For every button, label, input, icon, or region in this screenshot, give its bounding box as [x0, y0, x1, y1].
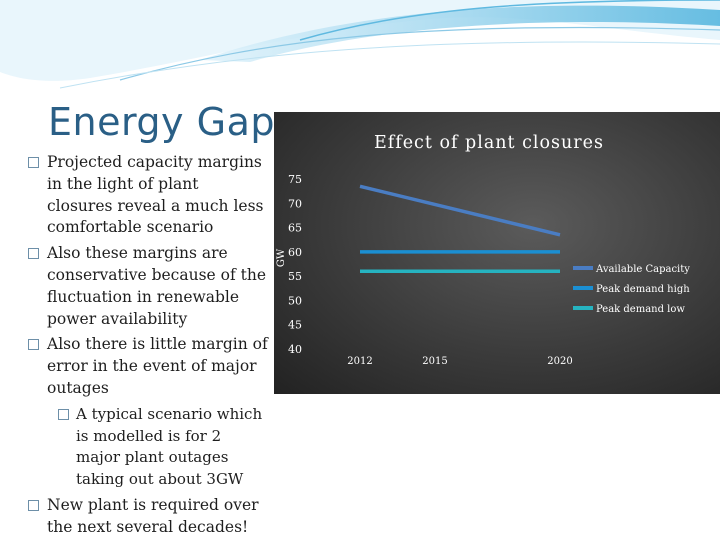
- bullet-list: Projected capacity margins in the light …: [28, 152, 268, 543]
- y-tick-label: 55: [288, 270, 302, 283]
- y-tick-label: 75: [288, 173, 302, 186]
- bullet-item: Also there is little margin of error in …: [28, 334, 268, 399]
- chart-title: Effect of plant closures: [374, 133, 604, 153]
- series-line: [359, 184, 561, 237]
- line-chart: Effect of plant closures GW 75 70 65 60 55 50…: [276, 133, 690, 367]
- x-axis-ticks: 2012 2015 2020: [347, 356, 572, 367]
- legend-label: Available Capacity: [595, 264, 690, 275]
- bullet-marker-icon: [28, 157, 39, 168]
- y-tick-label: 50: [288, 294, 302, 307]
- legend-label: Peak demand high: [596, 284, 690, 295]
- slide-title: Energy Gap: [48, 100, 275, 144]
- bullet-marker-icon: [28, 339, 39, 351]
- series-lines: [359, 184, 561, 274]
- y-tick-label: 45: [288, 319, 302, 332]
- y-axis-ticks: 75 70 65 60 55 50 45 40: [288, 173, 302, 356]
- x-tick-label: 2015: [422, 356, 447, 367]
- bullet-item: Also these margins are conservative beca…: [28, 243, 268, 330]
- bullet-text: A typical scenario which is modelled is …: [76, 404, 263, 489]
- bullet-item: Projected capacity margins in the light …: [28, 152, 268, 239]
- bullet-marker-icon: [28, 499, 39, 511]
- bullet-text: Also there is little margin of error in …: [47, 335, 268, 397]
- bullet-marker-icon: [58, 408, 69, 420]
- header-wave-decoration: [0, 0, 720, 89]
- bullet-marker-icon: [28, 248, 39, 260]
- x-tick-label: 2012: [347, 356, 372, 367]
- bullet-text: Projected capacity margins in the light …: [47, 153, 264, 237]
- bullet-text: Also these margins are conservative beca…: [47, 244, 267, 328]
- y-tick-label: 65: [288, 222, 302, 235]
- bullet-item: New plant is required over the next seve…: [28, 495, 268, 539]
- chart-legend: Available Capacity Peak demand high Peak d…: [573, 264, 690, 315]
- y-axis-label: GW: [276, 248, 287, 267]
- y-tick-label: 60: [288, 246, 302, 259]
- legend-label: Peak demand low: [596, 304, 685, 315]
- y-tick-label: 70: [288, 197, 302, 210]
- bullet-text: New plant is required over the next seve…: [47, 495, 259, 536]
- y-tick-label: 40: [288, 343, 302, 356]
- bullet-item: A typical scenario which is modelled is …: [58, 404, 268, 491]
- x-tick-label: 2020: [547, 356, 572, 367]
- chart-panel: Effect of plant closures GW 75 70 65 60 55 50…: [274, 112, 720, 394]
